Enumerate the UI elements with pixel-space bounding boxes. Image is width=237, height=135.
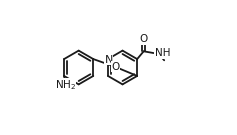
Text: NH: NH [155, 48, 170, 58]
Text: N: N [105, 55, 113, 65]
Text: O: O [111, 62, 119, 72]
Text: NH$_2$: NH$_2$ [55, 78, 76, 92]
Text: O: O [140, 34, 148, 44]
